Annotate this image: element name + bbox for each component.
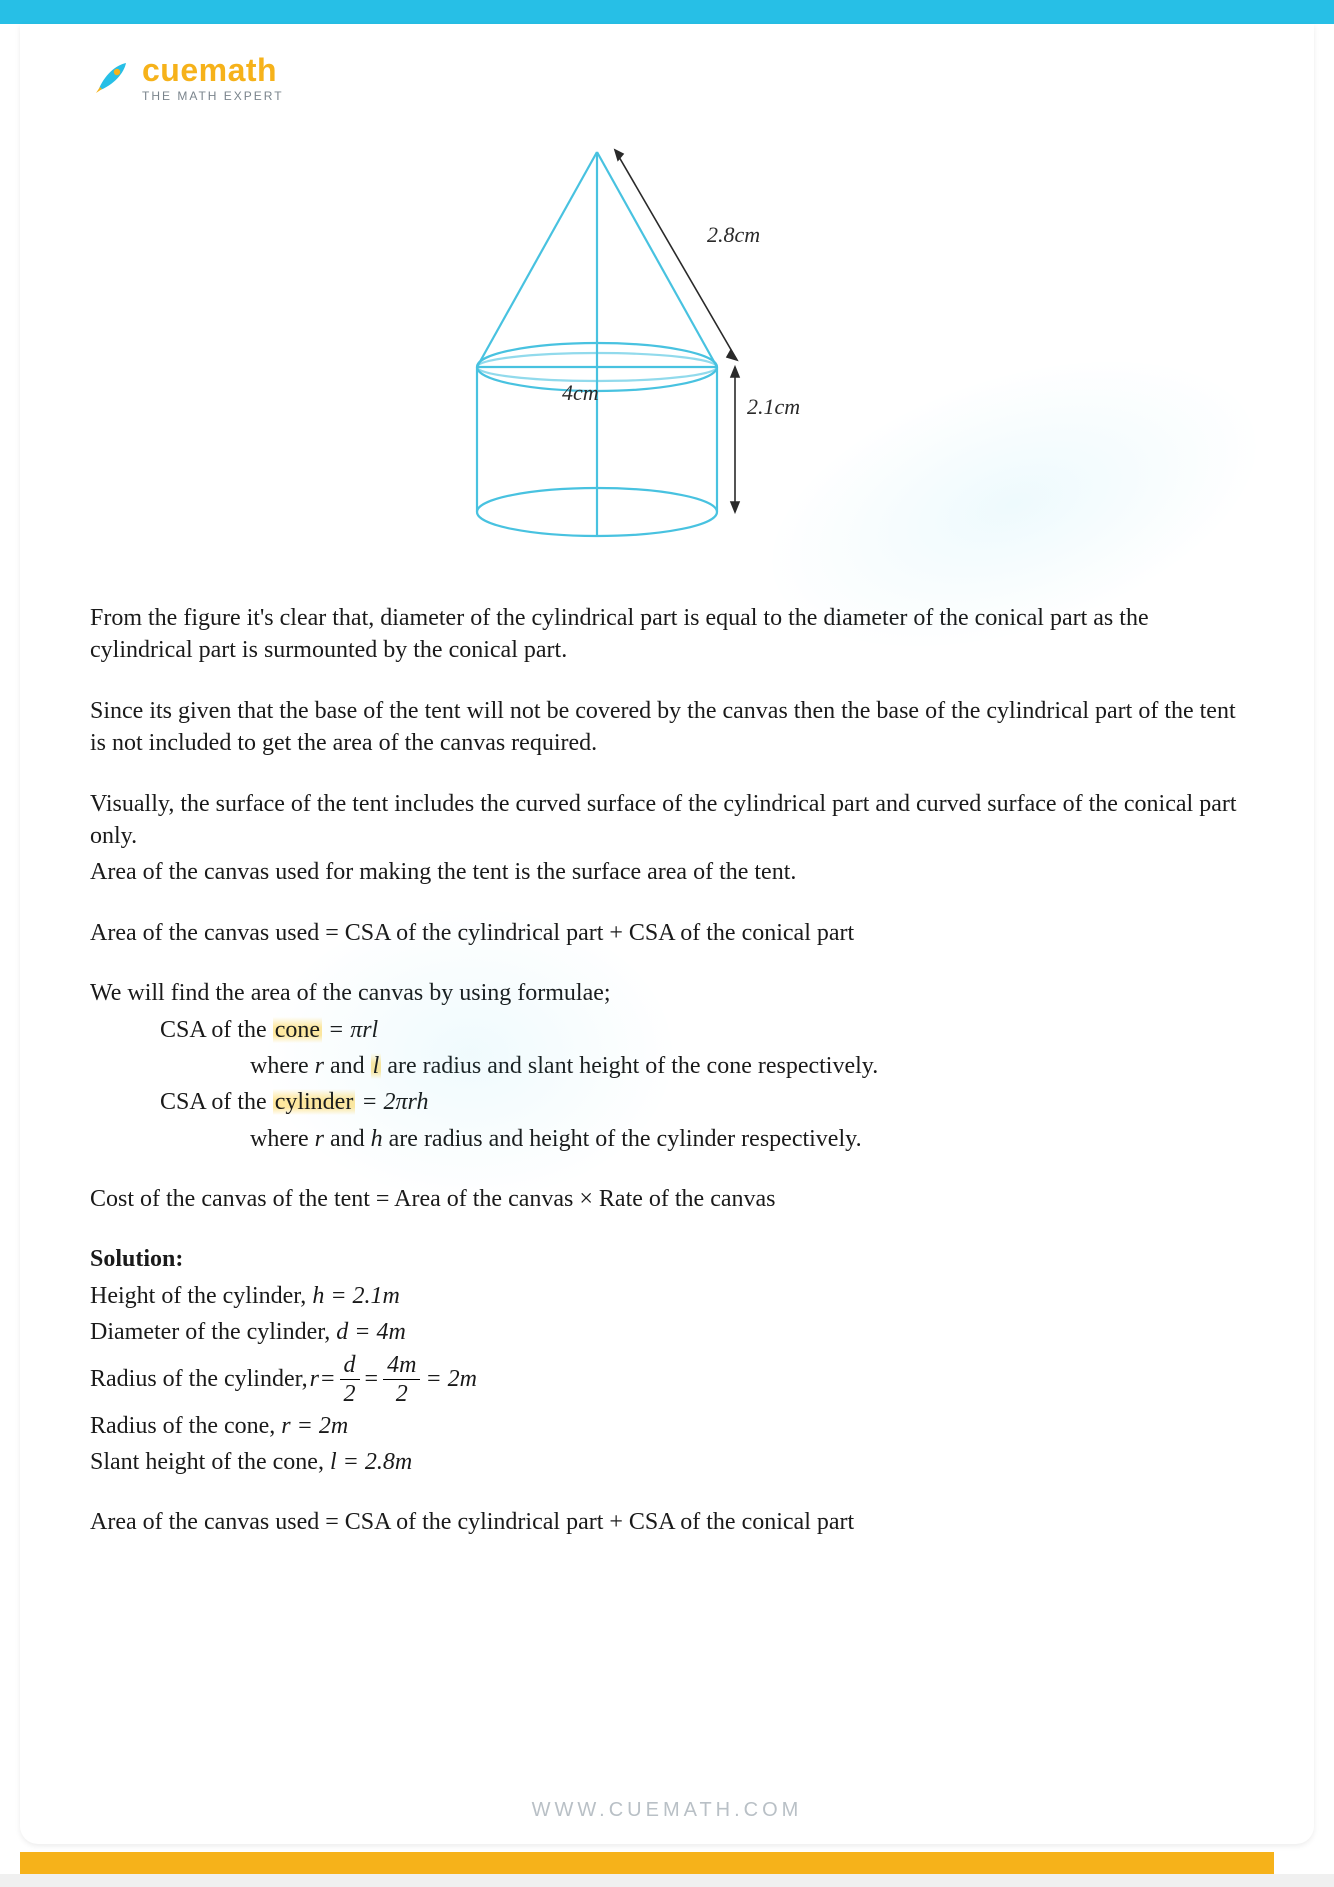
paragraph: Since its given that the base of the ten… — [90, 695, 1244, 760]
body-content: From the figure it's clear that, diamete… — [90, 602, 1244, 1539]
solution-line: Slant height of the cone, l = 2.8m — [90, 1446, 1244, 1478]
paragraph: Visually, the surface of the tent includ… — [90, 788, 1244, 853]
solution-heading: Solution: — [90, 1243, 1244, 1275]
formula-line: CSA of the cylinder = 2πrh — [90, 1086, 1244, 1118]
height-label: 2.1cm — [747, 394, 800, 419]
page: cuemath THE MATH EXPERT — [0, 0, 1334, 1874]
solution-line: Height of the cylinder, h = 2.1m — [90, 1280, 1244, 1312]
brand-tagline: THE MATH EXPERT — [142, 90, 284, 102]
paragraph: Area of the canvas used = CSA of the cyl… — [90, 1506, 1244, 1538]
paragraph: Area of the canvas used for making the t… — [90, 856, 1244, 888]
solution-line: Radius of the cone, r = 2m — [90, 1410, 1244, 1442]
highlight: cone — [273, 1017, 322, 1043]
slant-label: 2.8cm — [707, 222, 760, 247]
solution-line: Diameter of the cylinder, d = 4m — [90, 1316, 1244, 1348]
formula-line: CSA of the cone = πrl — [90, 1014, 1244, 1046]
paragraph: Cost of the canvas of the tent = Area of… — [90, 1183, 1244, 1215]
fraction: 4m2 — [383, 1353, 420, 1406]
brand-logo: cuemath THE MATH EXPERT — [90, 54, 1244, 102]
diameter-label: 4cm — [562, 380, 599, 405]
document-sheet: cuemath THE MATH EXPERT — [20, 24, 1314, 1844]
tent-diagram: 2.8cm 4cm 2.1cm — [90, 132, 1244, 562]
formula-note: where r and l are radius and slant heigh… — [90, 1050, 1244, 1082]
formula-note: where r and h are radius and height of t… — [90, 1123, 1244, 1155]
paragraph: We will find the area of the canvas by u… — [90, 977, 1244, 1009]
paragraph: Area of the canvas used = CSA of the cyl… — [90, 917, 1244, 949]
solution-line: Radius of the cylinder, r = d2 = 4m2 = 2… — [90, 1353, 1244, 1406]
paragraph: From the figure it's clear that, diamete… — [90, 602, 1244, 667]
rocket-icon — [90, 57, 132, 99]
bottom-accent-bar — [20, 1852, 1274, 1874]
top-accent-bar — [0, 0, 1334, 24]
highlight: cylinder — [273, 1089, 356, 1115]
fraction: d2 — [340, 1353, 360, 1406]
brand-name: cuemath — [142, 54, 284, 86]
footer-url: WWW.CUEMATH.COM — [20, 1799, 1314, 1822]
